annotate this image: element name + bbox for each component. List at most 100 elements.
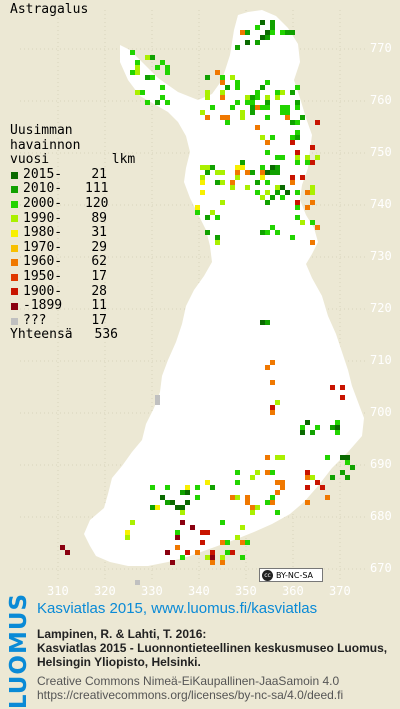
occurrence-square [220,200,225,205]
occurrence-square [155,400,160,405]
occurrence-square [180,555,185,560]
occurrence-square [245,170,250,175]
occurrence-square [235,170,240,175]
occurrence-square [255,180,260,185]
occurrence-square [220,170,225,175]
occurrence-square [195,550,200,555]
occurrence-square [235,495,240,500]
credit-citation-publisher: Helsingin Yliopisto, Helsinki. [37,655,201,669]
legend-row: 1950- 17 [10,268,135,285]
legend-row: 1990- 89 [10,211,135,227]
occurrence-square [305,475,310,480]
occurrence-square [315,120,320,125]
occurrence-square [275,155,280,160]
occurrence-square [290,235,295,240]
occurrence-square [255,190,260,195]
y-axis-label: 760 [370,93,392,107]
occurrence-square [250,110,255,115]
x-axis-label: 340 [188,584,210,598]
occurrence-square [205,480,210,485]
occurrence-square [265,180,270,185]
occurrence-square [270,20,275,25]
occurrence-square [135,65,140,70]
legend-label: 2010- [23,181,63,197]
legend-swatch [11,215,18,223]
occurrence-square [165,100,170,105]
occurrence-square [160,495,165,500]
species-title: Astragalus [10,2,89,17]
finland-grid-map [20,10,368,585]
occurrence-square [245,185,250,190]
luomus-logo: LUOMUS [6,593,32,709]
occurrence-square [270,25,275,30]
occurrence-square [255,40,260,45]
occurrence-square [145,100,150,105]
occurrence-square [135,580,140,585]
occurrence-square [310,430,315,435]
credit-atlas-link[interactable]: Kasviatlas 2015, www.luomus.fi/kasviatla… [37,600,318,617]
occurrence-square [295,190,300,195]
occurrence-square [235,45,240,50]
occurrence-square [240,160,245,165]
legend-header-1: Uusimman [10,123,73,138]
occurrence-square [280,30,285,35]
legend-total-label: Yhteensä [10,327,73,343]
y-axis-label: 680 [370,509,392,523]
occurrence-square [175,535,180,540]
occurrence-square [275,480,280,485]
occurrence-square [200,540,205,545]
occurrence-square [185,485,190,490]
occurrence-square [130,520,135,525]
occurrence-square [295,105,300,110]
occurrence-square [340,455,345,460]
legend-count: 11 [91,298,107,314]
occurrence-square [330,385,335,390]
occurrence-square [310,220,315,225]
occurrence-square [225,85,230,90]
license-badge[interactable]: cc BY-NC-SA [259,568,323,582]
occurrence-square [240,30,245,35]
occurrence-square [290,180,295,185]
occurrence-square [335,430,340,435]
occurrence-square [280,195,285,200]
legend-row: 1900- 28 [10,284,135,300]
occurrence-square [125,530,130,535]
occurrence-square [295,130,300,135]
occurrence-square [255,25,260,30]
occurrence-square [200,110,205,115]
occurrence-square [240,165,245,170]
occurrence-square [330,425,335,430]
occurrence-square [175,505,180,510]
occurrence-square [215,215,220,220]
occurrence-square [180,490,185,495]
occurrence-square [340,470,345,475]
occurrence-square [130,70,135,75]
legend-count: 17 [91,268,107,284]
legend-count: 31 [91,225,107,241]
legend-swatch [11,302,18,310]
occurrence-square [280,105,285,110]
occurrence-square [265,95,270,100]
occurrence-square [130,50,135,55]
occurrence-square [215,170,220,175]
occurrence-square [325,495,330,500]
legend-swatch [11,273,18,281]
occurrence-square [310,190,315,195]
credit-license-url[interactable]: https://creativecommons.org/licenses/by-… [37,688,344,702]
occurrence-square [230,185,235,190]
legend-label: 1980- [23,225,63,241]
occurrence-square [305,155,310,160]
occurrence-square [200,530,205,535]
occurrence-square [260,170,265,175]
occurrence-square [250,170,255,175]
legend-total: Yhteensä 536 [10,328,135,343]
credit-citation-title: Kasviatlas 2015 - Luonnontieteellinen ke… [37,641,388,655]
legend-count: 111 [85,181,109,197]
occurrence-square [200,180,205,185]
occurrence-square [270,135,275,140]
occurrence-square [220,520,225,525]
occurrence-square [295,100,300,105]
occurrence-square [205,230,210,235]
occurrence-square [345,455,350,460]
occurrence-square [175,530,180,535]
